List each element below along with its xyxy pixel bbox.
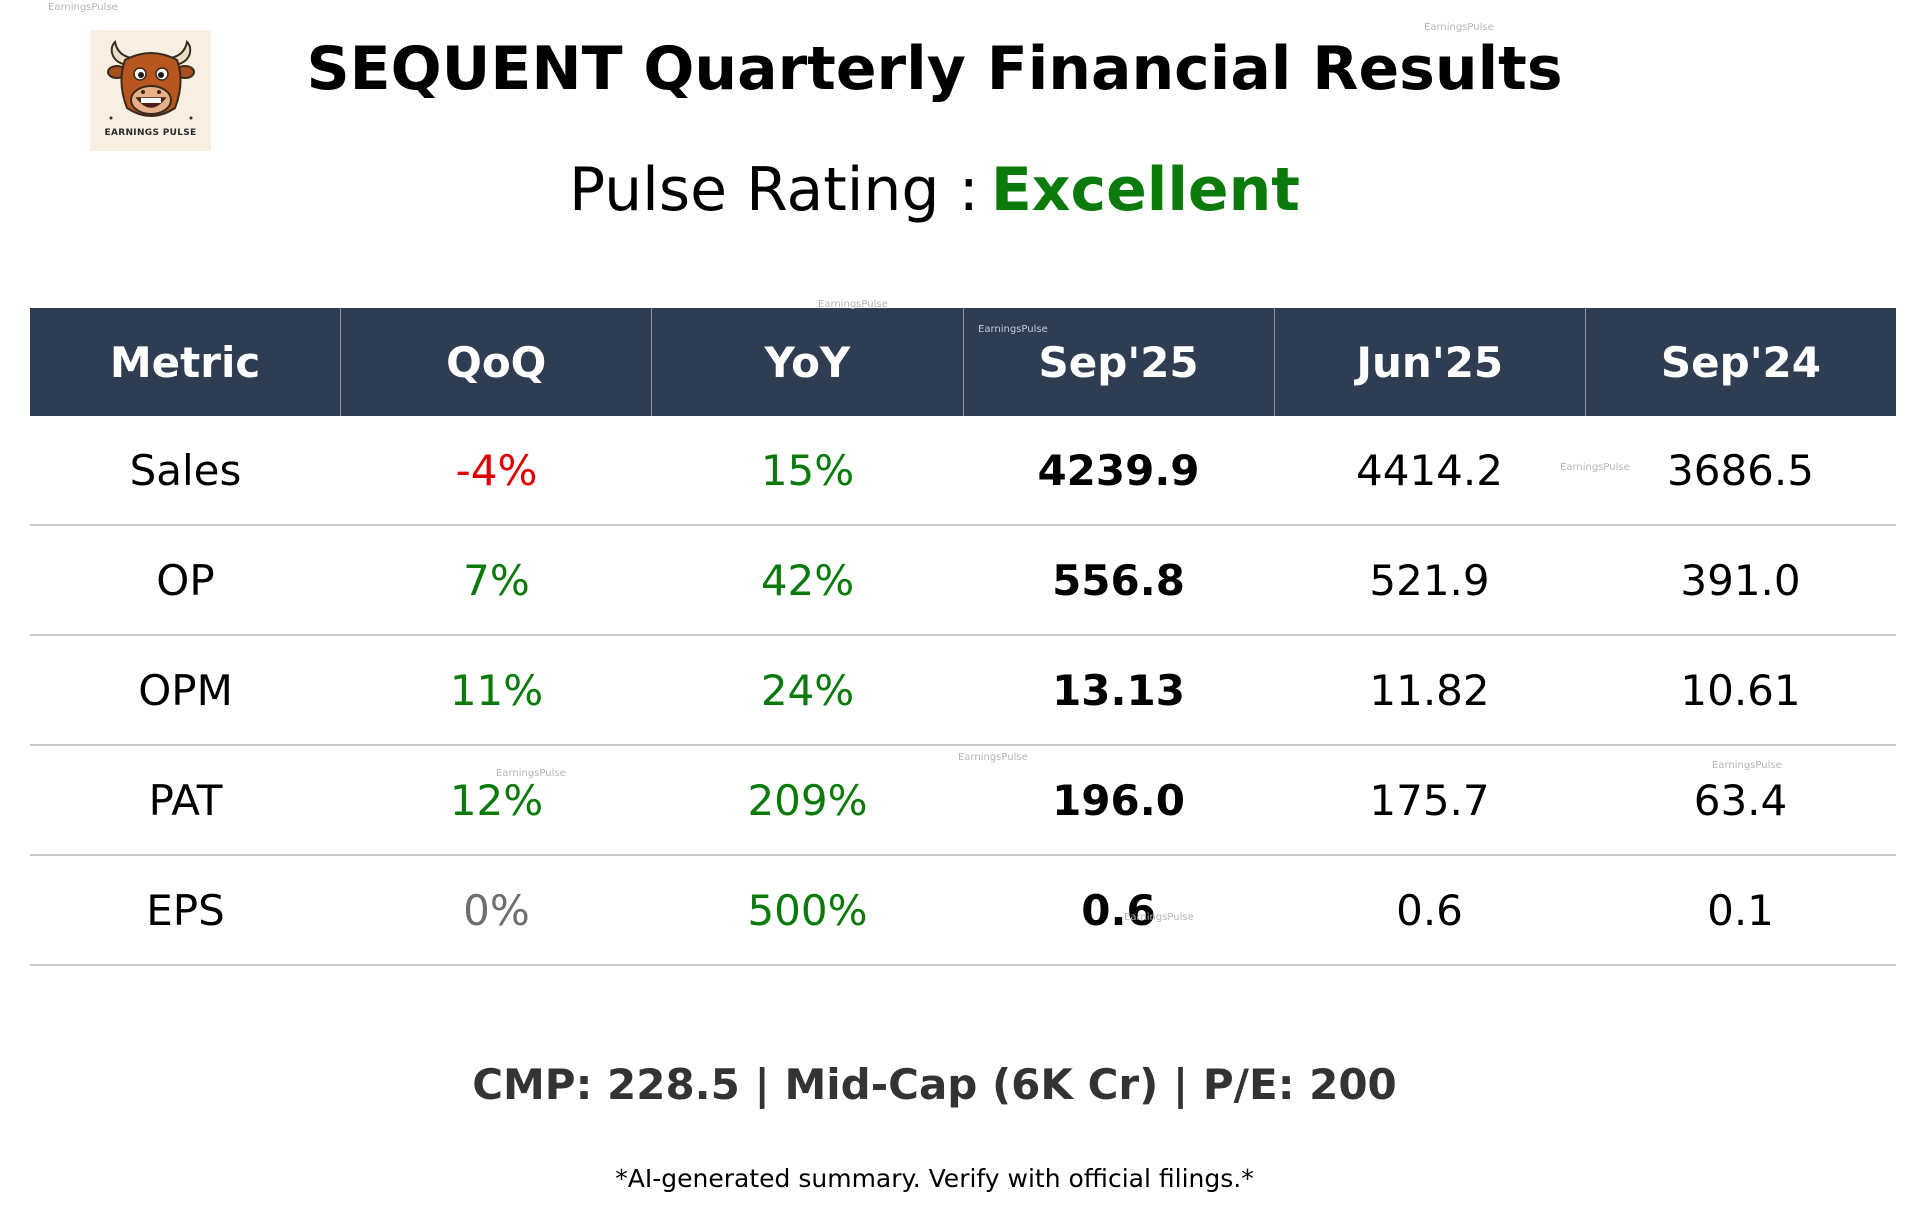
watermark: EarningsPulse bbox=[1560, 462, 1630, 473]
watermark: EarningsPulse bbox=[496, 768, 566, 779]
qoq-cell: 11% bbox=[449, 666, 544, 715]
jun25-cell: 175.7 bbox=[1369, 776, 1490, 825]
sep25-cell: 13.13 bbox=[1052, 666, 1185, 715]
sep24-cell: 63.4 bbox=[1693, 776, 1788, 825]
metric-cell: OP bbox=[156, 556, 215, 605]
jun25-cell: 0.6 bbox=[1396, 886, 1463, 935]
sep25-cell: 196.0 bbox=[1052, 776, 1185, 825]
table-row: EPS 0% 500% 0.6 0.6 0.1 bbox=[30, 857, 1896, 966]
valuation-summary: CMP: 228.5 | Mid-Cap (6K Cr) | P/E: 200 bbox=[472, 1060, 1397, 1109]
column-header-sep24: Sep'24 bbox=[1660, 337, 1821, 387]
watermark: EarningsPulse bbox=[978, 324, 1048, 335]
sep24-cell: 391.0 bbox=[1680, 556, 1801, 605]
logo-text: EARNINGS PULSE bbox=[104, 128, 197, 138]
metric-cell: EPS bbox=[146, 886, 225, 935]
column-header-qoq: QoQ bbox=[341, 308, 653, 416]
watermark: EarningsPulse bbox=[48, 2, 118, 13]
watermark: EarningsPulse bbox=[1424, 22, 1494, 33]
metric-cell: Sales bbox=[129, 446, 242, 495]
watermark: EarningsPulse bbox=[958, 752, 1028, 763]
metric-cell: OPM bbox=[138, 666, 233, 715]
results-table: Metric QoQ YoY Sep'25 Jun'25 Sep'24 Sale… bbox=[30, 308, 1896, 966]
bull-icon bbox=[106, 39, 195, 120]
column-header-metric: Metric bbox=[30, 308, 342, 416]
column-header-yoy: YoY bbox=[652, 308, 964, 416]
rating-label: Pulse Rating : bbox=[569, 155, 979, 225]
watermark: EarningsPulse bbox=[818, 299, 888, 310]
watermark: EarningsPulse bbox=[1124, 912, 1194, 923]
pulse-rating: Pulse Rating : Excellent bbox=[0, 154, 1869, 226]
watermark: EarningsPulse bbox=[1712, 760, 1782, 771]
sep24-cell: 3686.5 bbox=[1667, 446, 1814, 495]
sep25-cell: 556.8 bbox=[1052, 556, 1185, 605]
disclaimer: *AI-generated summary. Verify with offic… bbox=[615, 1164, 1254, 1193]
table-row: PAT 12% 209% 196.0 175.7 63.4 bbox=[30, 747, 1896, 856]
sep25-cell: 4239.9 bbox=[1037, 446, 1200, 495]
qoq-cell: 12% bbox=[449, 776, 544, 825]
page-title: SEQUENT Quarterly Financial Results bbox=[306, 34, 1563, 104]
yoy-cell: 15% bbox=[760, 446, 855, 495]
sep24-cell: 10.61 bbox=[1680, 666, 1801, 715]
rating-value: Excellent bbox=[990, 155, 1300, 225]
metric-cell: PAT bbox=[148, 776, 223, 825]
sep24-cell: 0.1 bbox=[1707, 886, 1774, 935]
qoq-cell: 7% bbox=[463, 556, 530, 605]
table-header: Metric QoQ YoY Sep'25 Jun'25 Sep'24 bbox=[30, 308, 1896, 416]
jun25-cell: 4414.2 bbox=[1356, 446, 1503, 495]
table-row: OP 7% 42% 556.8 521.9 391.0 bbox=[30, 527, 1896, 636]
qoq-cell: 0% bbox=[463, 886, 530, 935]
table-row: OPM 11% 24% 13.13 11.82 10.61 bbox=[30, 637, 1896, 746]
sep25-cell: 0.6 bbox=[1081, 886, 1156, 935]
column-header-sep25: Sep'25 bbox=[964, 308, 1275, 416]
table-row: Sales -4% 15% 4239.9 4414.2 3686.5 bbox=[30, 417, 1896, 526]
jun25-cell: 521.9 bbox=[1369, 556, 1490, 605]
yoy-cell: 500% bbox=[747, 886, 868, 935]
jun25-cell: 11.82 bbox=[1369, 666, 1490, 715]
yoy-cell: 24% bbox=[760, 666, 855, 715]
column-header-jun25: Jun'25 bbox=[1275, 308, 1586, 416]
qoq-cell: -4% bbox=[455, 446, 538, 495]
yoy-cell: 42% bbox=[760, 556, 855, 605]
earnings-pulse-logo: EARNINGS PULSE bbox=[90, 30, 211, 151]
yoy-cell: 209% bbox=[747, 776, 868, 825]
